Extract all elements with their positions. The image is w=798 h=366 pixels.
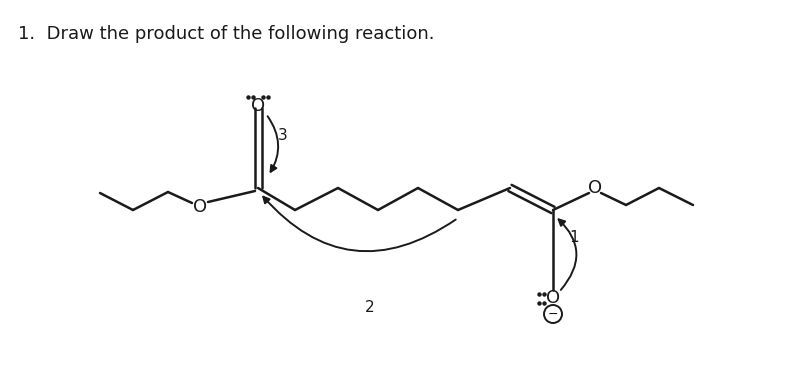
FancyArrowPatch shape	[263, 197, 456, 251]
Text: O: O	[251, 97, 265, 115]
Text: 3: 3	[278, 128, 288, 143]
Text: O: O	[588, 179, 602, 197]
FancyArrowPatch shape	[267, 116, 279, 172]
Text: 1: 1	[569, 231, 579, 246]
Text: 1.  Draw the product of the following reaction.: 1. Draw the product of the following rea…	[18, 25, 434, 43]
Text: O: O	[546, 289, 560, 307]
FancyArrowPatch shape	[559, 219, 576, 290]
Text: 2: 2	[365, 300, 375, 315]
Text: −: −	[547, 307, 559, 321]
Text: O: O	[193, 198, 207, 216]
